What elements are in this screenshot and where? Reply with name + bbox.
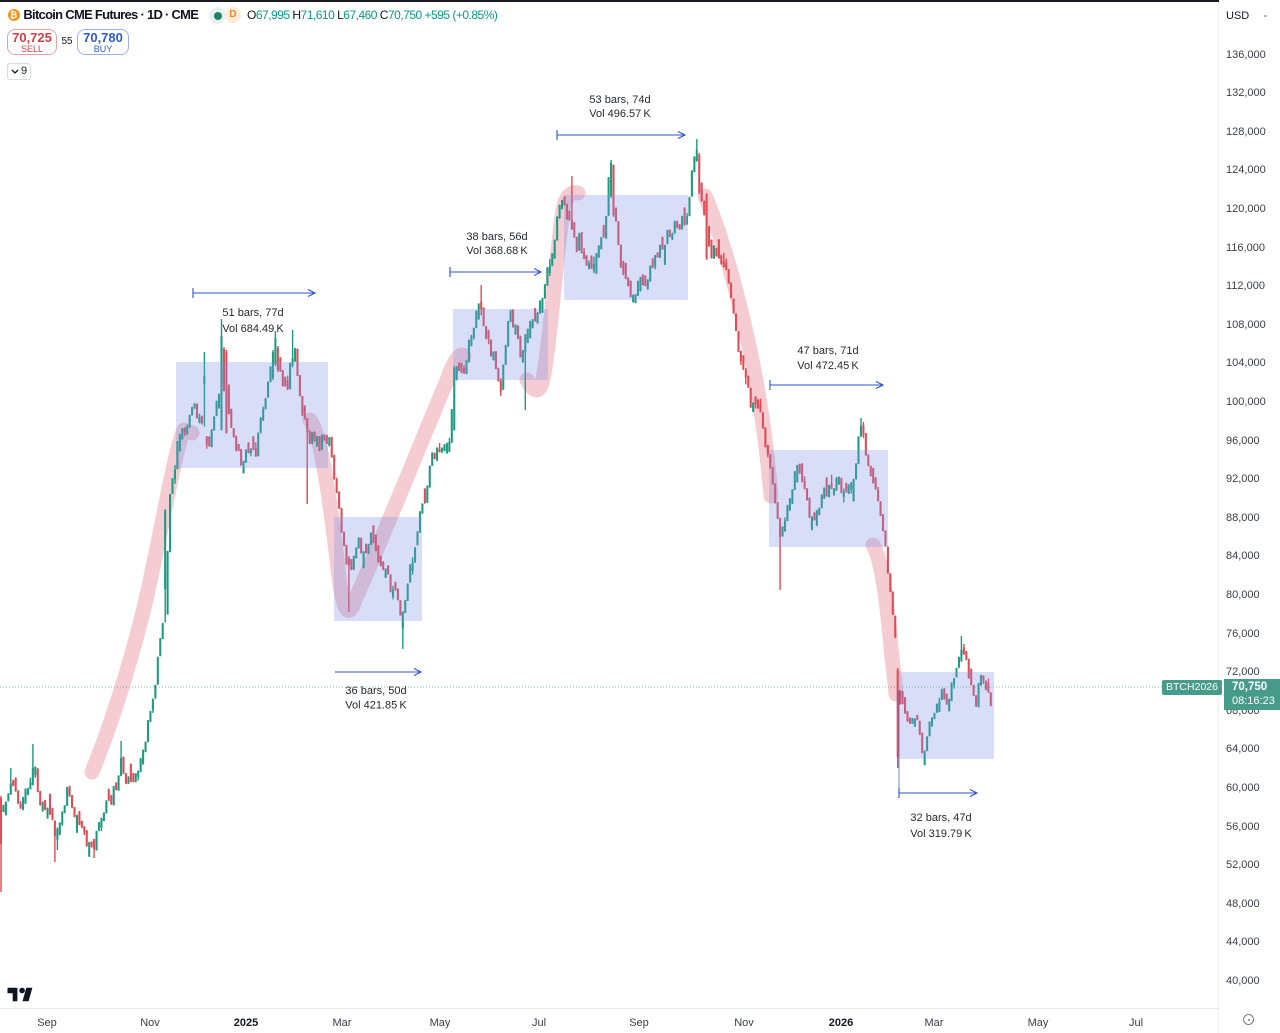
- svg-text:38 bars, 56d: 38 bars, 56d: [466, 231, 527, 243]
- svg-text:Vol 421.85 K: Vol 421.85 K: [345, 700, 407, 712]
- svg-text:51 bars, 77d: 51 bars, 77d: [222, 307, 283, 319]
- svg-text:Vol 472.45 K: Vol 472.45 K: [797, 360, 859, 372]
- svg-text:Vol 368.68 K: Vol 368.68 K: [466, 245, 528, 257]
- svg-text:Vol 684.49 K: Vol 684.49 K: [222, 323, 284, 335]
- svg-text:Vol 496.57 K: Vol 496.57 K: [589, 108, 651, 120]
- svg-text:36 bars, 50d: 36 bars, 50d: [345, 685, 406, 697]
- svg-text:53 bars, 74d: 53 bars, 74d: [589, 94, 650, 106]
- svg-text:47 bars, 71d: 47 bars, 71d: [797, 345, 858, 357]
- svg-text:32 bars, 47d: 32 bars, 47d: [910, 812, 971, 824]
- svg-text:Vol 319.79 K: Vol 319.79 K: [910, 828, 972, 840]
